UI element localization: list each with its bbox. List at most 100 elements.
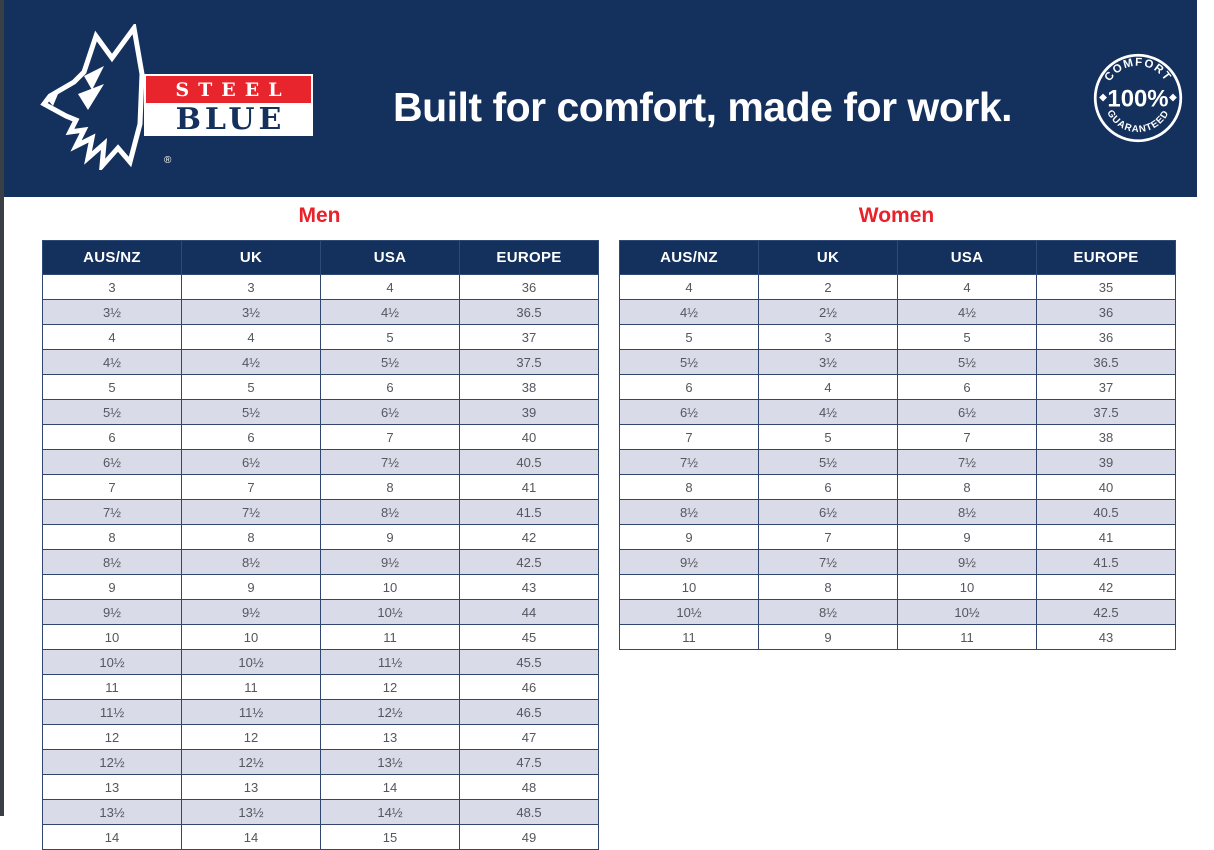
table-row: 14 14 15 49 [42,824,599,850]
size-cell: 5 [897,324,1037,350]
size-cell: 14 [42,824,182,850]
size-cell: 11 [42,674,182,700]
size-cell: 46 [459,674,599,700]
table-row: 9½ 7½ 9½ 41.5 [619,549,1176,575]
column-header: AUS/NZ [619,240,759,275]
size-cell: 39 [459,399,599,425]
size-cell: 40.5 [459,449,599,475]
size-cell: 42.5 [459,549,599,575]
size-cell: 41 [1036,524,1176,550]
size-cell: 44 [459,599,599,625]
table-row: 11 9 11 43 [619,624,1176,650]
table-row: 12 12 13 47 [42,724,599,750]
size-cell: 6 [897,374,1037,400]
column-header: UK [758,240,898,275]
size-cell: 13½ [320,749,460,775]
size-cell: 12½ [181,749,321,775]
steel-blue-logo: STEEL BLUE ® [40,22,320,177]
table-row: 4 4 5 37 [42,324,599,350]
table-row: 4 2 4 35 [619,274,1176,300]
size-cell: 41.5 [1036,549,1176,575]
size-cell: 6½ [42,449,182,475]
size-cell: 10 [320,574,460,600]
table-row: 12½ 12½ 13½ 47.5 [42,749,599,775]
size-cell: 7½ [320,449,460,475]
column-header: USA [897,240,1037,275]
table-row: 5½ 5½ 6½ 39 [42,399,599,425]
size-cell: 8 [42,524,182,550]
size-cell: 47 [459,724,599,750]
size-cell: 4½ [758,399,898,425]
size-cell: 5 [619,324,759,350]
size-cell: 2½ [758,299,898,325]
size-cell: 49 [459,824,599,850]
comfort-guaranteed-badge: COMFORT GUARANTEED 100% [1092,52,1184,144]
table-row: 8 8 9 42 [42,524,599,550]
table-row: 5 5 6 38 [42,374,599,400]
size-cell: 11 [181,674,321,700]
size-cell: 5½ [758,449,898,475]
size-cell: 11 [897,624,1037,650]
badge-right-diamond-icon [1169,93,1177,102]
size-cell: 45.5 [459,649,599,675]
table-row: 8½ 8½ 9½ 42.5 [42,549,599,575]
table-row: 6½ 6½ 7½ 40.5 [42,449,599,475]
table-row: 11½ 11½ 12½ 46.5 [42,699,599,725]
size-cell: 48 [459,774,599,800]
size-cell: 38 [1036,424,1176,450]
size-cell: 7 [181,474,321,500]
size-cell: 14 [320,774,460,800]
size-cell: 7½ [181,499,321,525]
size-cell: 7 [897,424,1037,450]
size-cell: 13 [42,774,182,800]
size-cell: 10 [897,574,1037,600]
size-cell: 10½ [42,649,182,675]
size-cell: 9½ [181,599,321,625]
size-cell: 4 [42,324,182,350]
size-cell: 7½ [42,499,182,525]
table-row: 5 3 5 36 [619,324,1176,350]
men-header-row: AUS/NZ UK USA EUROPE [42,240,599,275]
size-cell: 8½ [897,499,1037,525]
size-cell: 5 [181,374,321,400]
size-cell: 14½ [320,799,460,825]
size-cell: 7½ [758,549,898,575]
size-cell: 6½ [181,449,321,475]
size-cell: 13½ [42,799,182,825]
size-cell: 6½ [897,399,1037,425]
table-row: 6 4 6 37 [619,374,1176,400]
size-cell: 8½ [619,499,759,525]
size-cell: 12 [42,724,182,750]
size-cell: 45 [459,624,599,650]
size-cell: 11 [619,624,759,650]
table-row: 10½ 10½ 11½ 45.5 [42,649,599,675]
size-cell: 37 [459,324,599,350]
size-cell: 5½ [42,399,182,425]
tagline: Built for comfort, made for work. [392,84,1013,130]
size-cell: 9½ [897,549,1037,575]
size-cell: 10 [619,574,759,600]
dingo-head-icon [40,24,145,170]
size-cell: 3½ [42,299,182,325]
size-cell: 10½ [181,649,321,675]
size-cell: 37 [1036,374,1176,400]
size-cell: 2 [758,274,898,300]
table-row: 3 3 4 36 [42,274,599,300]
size-cell: 5½ [619,349,759,375]
table-row: 6 6 7 40 [42,424,599,450]
table-row: 7½ 5½ 7½ 39 [619,449,1176,475]
size-cell: 9 [320,524,460,550]
size-cell: 11½ [181,699,321,725]
size-cell: 3½ [758,349,898,375]
size-cell: 40 [1036,474,1176,500]
size-cell: 8 [619,474,759,500]
size-cell: 36 [1036,299,1176,325]
size-cell: 46.5 [459,699,599,725]
size-cell: 4 [758,374,898,400]
size-cell: 37.5 [1036,399,1176,425]
size-cell: 12½ [320,699,460,725]
table-row: 7 5 7 38 [619,424,1176,450]
size-cell: 4½ [320,299,460,325]
size-cell: 6 [42,424,182,450]
size-cell: 5½ [181,399,321,425]
